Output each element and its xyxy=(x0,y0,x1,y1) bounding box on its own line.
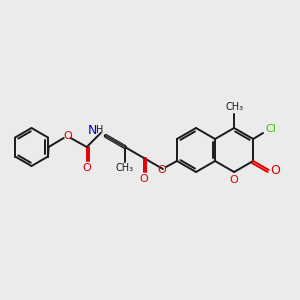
Text: H: H xyxy=(96,125,103,135)
Text: O: O xyxy=(140,174,148,184)
Text: O: O xyxy=(270,164,280,176)
Text: O: O xyxy=(158,165,166,175)
Text: O: O xyxy=(63,131,72,141)
Text: CH₃: CH₃ xyxy=(116,163,134,173)
Text: CH₃: CH₃ xyxy=(225,102,243,112)
Text: O: O xyxy=(230,175,239,185)
Text: N: N xyxy=(88,124,98,136)
Text: Cl: Cl xyxy=(266,124,277,134)
Text: O: O xyxy=(82,163,91,173)
